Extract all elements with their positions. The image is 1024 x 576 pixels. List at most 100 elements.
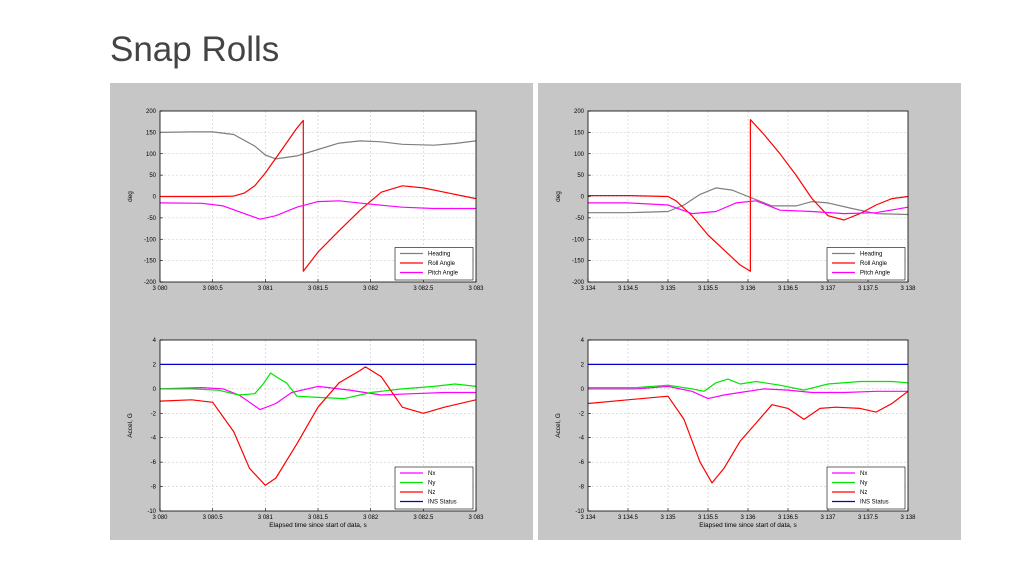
legend-entry: Nz bbox=[860, 490, 867, 496]
x-tick-label: 3 135.5 bbox=[698, 515, 719, 521]
y-tick-label: -10 bbox=[575, 509, 584, 515]
right-accel-chart: 3 134 3 134.5 3 135 3 135.5 3 136 3 136.5 3 13… bbox=[555, 338, 916, 529]
legend-entry: Nx bbox=[860, 471, 867, 477]
y-tick-label: 150 bbox=[574, 130, 585, 136]
x-tick-label: 3 082.5 bbox=[413, 286, 434, 292]
y-tick-label: -2 bbox=[151, 411, 157, 417]
y-tick-label: -200 bbox=[572, 280, 585, 286]
y-tick-label: -100 bbox=[572, 237, 585, 243]
x-tick-label: 3 083 bbox=[468, 515, 484, 521]
y-tick-label: 0 bbox=[153, 387, 157, 393]
x-tick-label: 3 135 bbox=[660, 515, 676, 521]
x-tick-label: 3 137.5 bbox=[858, 286, 879, 292]
legend-entry: Ny bbox=[428, 481, 435, 487]
series-line-nz bbox=[588, 390, 908, 484]
y-tick-label: 0 bbox=[581, 387, 585, 393]
y-tick-label: -200 bbox=[144, 280, 157, 286]
series-line-pitch-angle bbox=[588, 200, 908, 215]
x-tick-label: 3 136.5 bbox=[778, 515, 799, 521]
x-tick-label: 3 080.5 bbox=[203, 515, 224, 521]
x-tick-label: 3 135.5 bbox=[698, 286, 719, 292]
y-tick-label: -8 bbox=[151, 485, 157, 491]
plot-frame bbox=[159, 110, 477, 283]
legend-entry: Roll Angle bbox=[860, 261, 888, 267]
x-tick-label: 3 081.5 bbox=[308, 515, 329, 521]
y-tick-label: -150 bbox=[572, 259, 585, 265]
series-line-heading bbox=[160, 131, 476, 160]
y-tick-label: -50 bbox=[147, 216, 156, 222]
series-line-nx bbox=[160, 385, 476, 411]
y-tick-label: -50 bbox=[575, 216, 584, 222]
x-tick-label: 3 134.5 bbox=[618, 515, 639, 521]
y-tick-label: 200 bbox=[146, 109, 157, 115]
legend-entry: Nz bbox=[428, 490, 435, 496]
x-tick-label: 3 082 bbox=[363, 515, 379, 521]
legend-entry: Ny bbox=[860, 481, 867, 487]
y-tick-label: -6 bbox=[151, 460, 157, 466]
legend-entry: INS Status bbox=[860, 500, 889, 506]
left-attitude-chart: 3 080 3 080.5 3 081 3 081.5 3 082 3 082.5 3 08… bbox=[127, 109, 484, 292]
x-tick-label: 3 134 bbox=[580, 286, 596, 292]
legend-entry: Heading bbox=[428, 252, 450, 258]
y-axis-label: Accel, G bbox=[127, 413, 134, 438]
y-tick-label: -150 bbox=[144, 259, 157, 265]
y-axis-label: Accel, G bbox=[555, 413, 562, 438]
y-tick-label: -8 bbox=[579, 485, 585, 491]
x-tick-label: 3 081 bbox=[258, 286, 274, 292]
x-tick-label: 3 134 bbox=[580, 515, 596, 521]
x-axis-label: Elapsed time since start of data, s bbox=[269, 522, 367, 529]
y-tick-label: 2 bbox=[153, 362, 157, 368]
x-tick-label: 3 138 bbox=[900, 286, 916, 292]
x-tick-label: 3 083 bbox=[468, 286, 484, 292]
x-tick-label: 3 081 bbox=[258, 515, 274, 521]
legend-entry: Roll Angle bbox=[428, 261, 456, 267]
y-tick-label: -4 bbox=[579, 436, 585, 442]
x-tick-label: 3 080.5 bbox=[203, 286, 224, 292]
y-tick-label: 4 bbox=[153, 338, 157, 344]
series-line-roll-angle bbox=[160, 119, 476, 272]
x-tick-label: 3 136 bbox=[740, 515, 756, 521]
y-axis-label: deg bbox=[555, 191, 562, 202]
series-line-heading bbox=[588, 187, 908, 216]
series-line-ny bbox=[588, 378, 908, 392]
y-tick-label: 0 bbox=[153, 195, 157, 201]
x-tick-label: 3 080 bbox=[152, 515, 168, 521]
y-tick-label: 100 bbox=[146, 152, 157, 158]
plot-frame bbox=[587, 339, 909, 512]
x-tick-label: 3 134.5 bbox=[618, 286, 639, 292]
series-line-nx bbox=[588, 385, 908, 400]
x-tick-label: 3 082 bbox=[363, 286, 379, 292]
y-tick-label: 50 bbox=[577, 173, 584, 179]
y-tick-label: -10 bbox=[147, 509, 156, 515]
plot-frame bbox=[159, 339, 477, 512]
x-tick-label: 3 080 bbox=[152, 286, 168, 292]
x-tick-label: 3 136.5 bbox=[778, 286, 799, 292]
y-tick-label: 2 bbox=[581, 362, 585, 368]
y-tick-label: -100 bbox=[144, 237, 157, 243]
x-tick-label: 3 081.5 bbox=[308, 286, 329, 292]
x-tick-label: 3 137 bbox=[820, 515, 836, 521]
x-axis-label: Elapsed time since start of data, s bbox=[699, 522, 797, 529]
series-line-roll-angle bbox=[588, 119, 908, 272]
series-line-nz bbox=[160, 366, 476, 486]
x-tick-label: 3 137.5 bbox=[858, 515, 879, 521]
x-tick-label: 3 082.5 bbox=[413, 515, 434, 521]
y-tick-label: 0 bbox=[581, 195, 585, 201]
y-tick-label: 100 bbox=[574, 152, 585, 158]
left-accel-chart: 3 080 3 080.5 3 081 3 081.5 3 082 3 082.5 3 08… bbox=[127, 338, 484, 529]
right-figure-panel: 3 134 3 134.5 3 135 3 135.5 3 136 3 136.5 3 13… bbox=[538, 83, 961, 540]
series-line-pitch-angle bbox=[160, 200, 476, 220]
y-tick-label: 50 bbox=[149, 173, 156, 179]
series-line-ny bbox=[160, 372, 476, 400]
slide-title: Snap Rolls bbox=[110, 30, 280, 69]
right-attitude-chart: 3 134 3 134.5 3 135 3 135.5 3 136 3 136.5 3 13… bbox=[555, 109, 916, 292]
y-axis-label: deg bbox=[127, 191, 134, 202]
y-tick-label: -4 bbox=[151, 436, 157, 442]
y-tick-label: 4 bbox=[581, 338, 585, 344]
y-tick-label: -2 bbox=[579, 411, 585, 417]
legend-entry: Nx bbox=[428, 471, 435, 477]
x-tick-label: 3 135 bbox=[660, 286, 676, 292]
legend-entry: Pitch Angle bbox=[860, 271, 891, 277]
y-tick-label: 200 bbox=[574, 109, 585, 115]
legend-entry: INS Status bbox=[428, 500, 457, 506]
